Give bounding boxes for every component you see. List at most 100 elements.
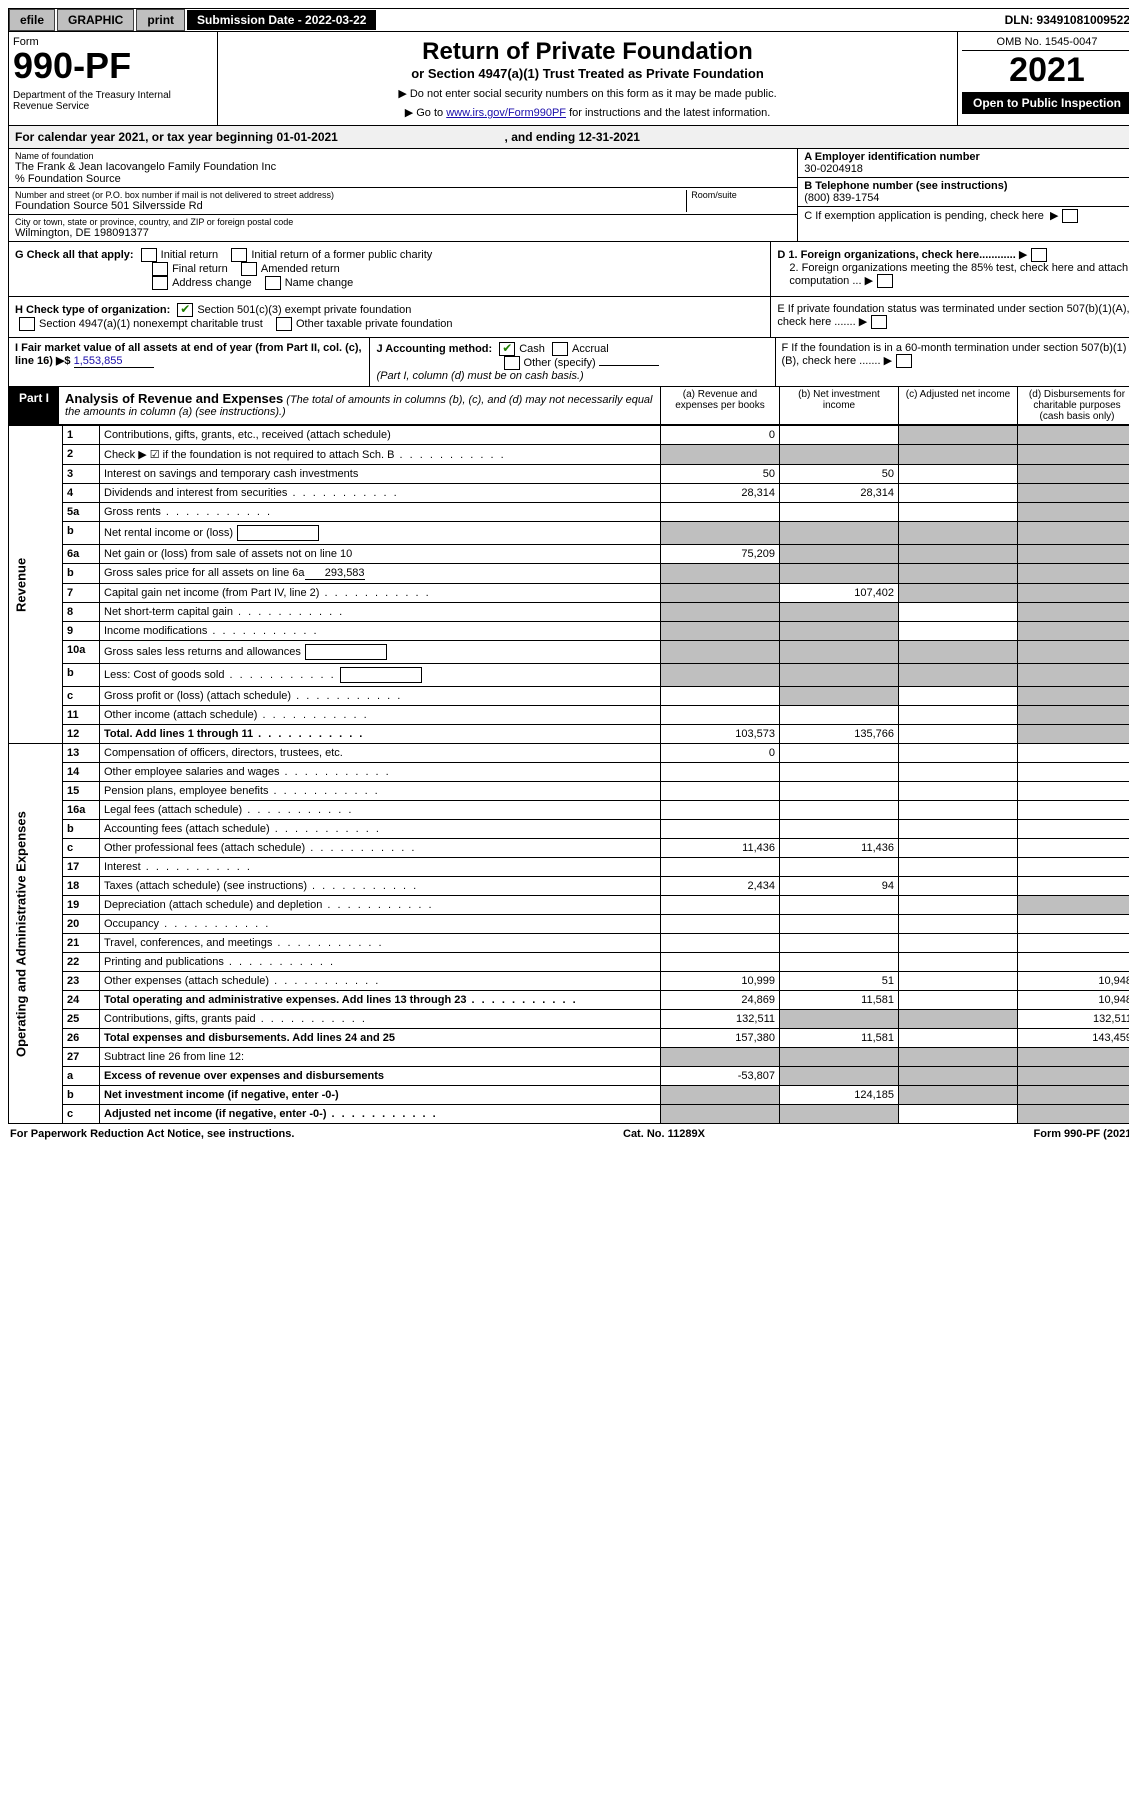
value-col-a	[661, 503, 780, 522]
accrual-checkbox[interactable]	[552, 342, 568, 356]
line-number: 17	[63, 858, 100, 877]
value-col-b	[780, 664, 899, 687]
address-change-checkbox[interactable]	[152, 276, 168, 290]
value-col-a: 24,869	[661, 991, 780, 1010]
line-number: 12	[63, 725, 100, 744]
value-col-a: 50	[661, 465, 780, 484]
4947a1-checkbox[interactable]	[19, 317, 35, 331]
value-col-a	[661, 622, 780, 641]
line-description: Travel, conferences, and meetings	[100, 934, 661, 953]
exemption-checkbox[interactable]	[1062, 209, 1078, 223]
d1-label: D 1. Foreign organizations, check here..…	[777, 249, 1015, 261]
value-col-a: 103,573	[661, 725, 780, 744]
value-col-d	[1018, 1086, 1129, 1105]
line-description: Other income (attach schedule)	[100, 706, 661, 725]
value-col-d: 10,948	[1018, 991, 1129, 1010]
value-col-a: 132,511	[661, 1010, 780, 1029]
value-col-c	[899, 953, 1018, 972]
table-row: 19Depreciation (attach schedule) and dep…	[9, 896, 1129, 915]
value-col-b	[780, 763, 899, 782]
h-label: H Check type of organization:	[15, 304, 170, 316]
line-description: Other professional fees (attach schedule…	[100, 839, 661, 858]
value-col-d	[1018, 782, 1129, 801]
value-col-d	[1018, 664, 1129, 687]
line-number: 9	[63, 622, 100, 641]
part-1-title: Analysis of Revenue and Expenses	[65, 391, 283, 406]
value-col-b: 124,185	[780, 1086, 899, 1105]
line-number: c	[63, 1105, 100, 1124]
line-description: Printing and publications	[100, 953, 661, 972]
amended-return-checkbox[interactable]	[241, 262, 257, 276]
e-checkbox[interactable]	[871, 315, 887, 329]
other-taxable-checkbox[interactable]	[276, 317, 292, 331]
col-c-header: (c) Adjusted net income	[898, 387, 1017, 424]
graphic-button[interactable]: GRAPHIC	[57, 9, 134, 31]
line-number: 27	[63, 1048, 100, 1067]
irs-link[interactable]: www.irs.gov/Form990PF	[446, 107, 566, 119]
footer-left: For Paperwork Reduction Act Notice, see …	[10, 1128, 294, 1140]
initial-return-checkbox[interactable]	[141, 248, 157, 262]
f-label: F If the foundation is in a 60-month ter…	[782, 342, 1127, 367]
line-number: 21	[63, 934, 100, 953]
value-col-b: 94	[780, 877, 899, 896]
line-description: Depreciation (attach schedule) and deple…	[100, 896, 661, 915]
line-number: 15	[63, 782, 100, 801]
cash-checkbox[interactable]	[499, 342, 515, 356]
table-row: 27Subtract line 26 from line 12:	[9, 1048, 1129, 1067]
value-col-b: 28,314	[780, 484, 899, 503]
open-public-badge: Open to Public Inspection	[962, 92, 1129, 114]
efile-button[interactable]: efile	[9, 9, 55, 31]
line-description: Excess of revenue over expenses and disb…	[100, 1067, 661, 1086]
print-button[interactable]: print	[136, 9, 185, 31]
table-row: 11Other income (attach schedule)	[9, 706, 1129, 725]
d2-label: 2. Foreign organizations meeting the 85%…	[789, 262, 1128, 287]
footer-right: Form 990-PF (2021)	[1034, 1128, 1129, 1140]
table-row: 22Printing and publications	[9, 953, 1129, 972]
501c3-checkbox[interactable]	[177, 303, 193, 317]
value-col-b: 11,436	[780, 839, 899, 858]
line-description: Taxes (attach schedule) (see instruction…	[100, 877, 661, 896]
instruction-1: ▶ Do not enter social security numbers o…	[224, 87, 951, 100]
value-col-b	[780, 522, 899, 545]
value-col-a	[661, 1048, 780, 1067]
value-col-a: -53,807	[661, 1067, 780, 1086]
page-footer: For Paperwork Reduction Act Notice, see …	[8, 1124, 1129, 1144]
value-col-d	[1018, 641, 1129, 664]
value-col-d: 143,459	[1018, 1029, 1129, 1048]
f-checkbox[interactable]	[896, 354, 912, 368]
table-row: cGross profit or (loss) (attach schedule…	[9, 687, 1129, 706]
value-col-a	[661, 915, 780, 934]
line-number: 1	[63, 426, 100, 445]
value-col-b	[780, 1105, 899, 1124]
line-description: Less: Cost of goods sold	[100, 664, 661, 687]
table-row: Operating and Administrative Expenses13C…	[9, 744, 1129, 763]
instruction-2: ▶ Go to www.irs.gov/Form990PF for instru…	[224, 106, 951, 119]
value-col-b	[780, 744, 899, 763]
value-col-d	[1018, 915, 1129, 934]
line-number: 13	[63, 744, 100, 763]
other-method-checkbox[interactable]	[504, 356, 520, 370]
form-subtitle: or Section 4947(a)(1) Trust Treated as P…	[224, 66, 951, 81]
initial-return-former-checkbox[interactable]	[231, 248, 247, 262]
name-label: Name of foundation	[15, 151, 791, 161]
col-b-header: (b) Net investment income	[779, 387, 898, 424]
analysis-table: Revenue1Contributions, gifts, grants, et…	[8, 425, 1129, 1124]
d1-checkbox[interactable]	[1031, 248, 1047, 262]
value-col-d	[1018, 877, 1129, 896]
section-h-e: H Check type of organization: Section 50…	[8, 297, 1129, 338]
part-1-label: Part I	[9, 387, 59, 424]
final-return-checkbox[interactable]	[152, 262, 168, 276]
value-col-a	[661, 641, 780, 664]
line-number: 14	[63, 763, 100, 782]
value-col-c	[899, 858, 1018, 877]
name-change-checkbox[interactable]	[265, 276, 281, 290]
value-col-d	[1018, 839, 1129, 858]
table-row: 26Total expenses and disbursements. Add …	[9, 1029, 1129, 1048]
submission-date: Submission Date - 2022-03-22	[187, 10, 376, 30]
value-col-c	[899, 839, 1018, 858]
d2-checkbox[interactable]	[877, 274, 893, 288]
value-col-c	[899, 1105, 1018, 1124]
calendar-year-line: For calendar year 2021, or tax year begi…	[8, 126, 1129, 149]
value-col-b	[780, 445, 899, 465]
table-row: 6aNet gain or (loss) from sale of assets…	[9, 545, 1129, 564]
